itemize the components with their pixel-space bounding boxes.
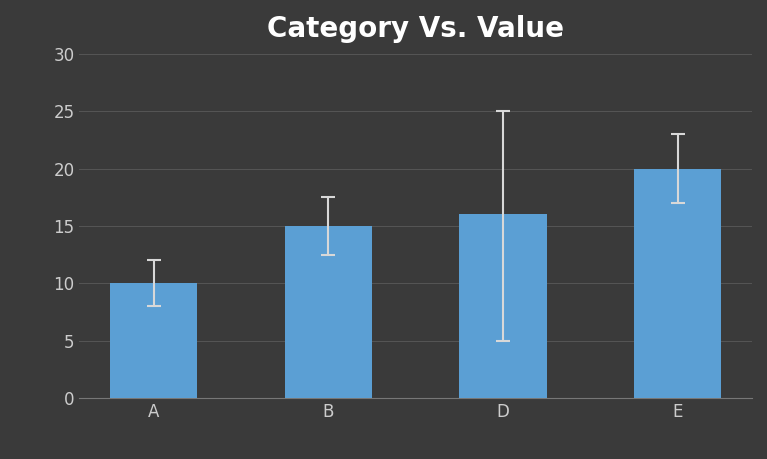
Bar [459,214,547,398]
Bar [634,168,722,398]
Bar [285,226,372,398]
Bar [110,283,197,398]
Title: Category Vs. Value: Category Vs. Value [267,15,565,43]
